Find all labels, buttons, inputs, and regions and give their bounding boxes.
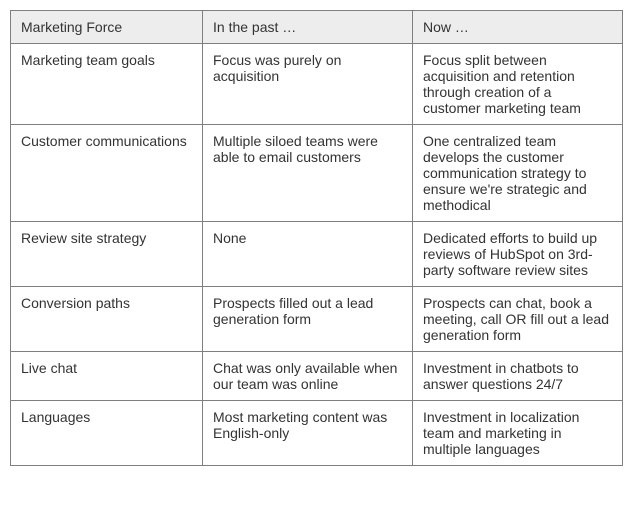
cell-now: Focus split between acquisition and rete… — [413, 44, 623, 125]
cell-force: Live chat — [11, 352, 203, 401]
table-header-row: Marketing Force In the past … Now … — [11, 11, 623, 44]
table-row: Review site strategy None Dedicated effo… — [11, 222, 623, 287]
marketing-force-table: Marketing Force In the past … Now … Mark… — [10, 10, 623, 466]
cell-past: Focus was purely on acquisition — [203, 44, 413, 125]
table-row: Conversion paths Prospects filled out a … — [11, 287, 623, 352]
cell-force: Review site strategy — [11, 222, 203, 287]
cell-past: Most marketing content was English-only — [203, 401, 413, 466]
cell-now: Investment in chatbots to answer questio… — [413, 352, 623, 401]
cell-force: Languages — [11, 401, 203, 466]
table-row: Marketing team goals Focus was purely on… — [11, 44, 623, 125]
table-row: Customer communications Multiple siloed … — [11, 125, 623, 222]
cell-force: Conversion paths — [11, 287, 203, 352]
cell-force: Customer communications — [11, 125, 203, 222]
cell-now: Investment in localization team and mark… — [413, 401, 623, 466]
cell-force: Marketing team goals — [11, 44, 203, 125]
cell-past: Prospects filled out a lead generation f… — [203, 287, 413, 352]
cell-past: Multiple siloed teams were able to email… — [203, 125, 413, 222]
cell-past: Chat was only available when our team wa… — [203, 352, 413, 401]
table-row: Languages Most marketing content was Eng… — [11, 401, 623, 466]
table-row: Live chat Chat was only available when o… — [11, 352, 623, 401]
col-header-marketing-force: Marketing Force — [11, 11, 203, 44]
col-header-past: In the past … — [203, 11, 413, 44]
cell-now: Prospects can chat, book a meeting, call… — [413, 287, 623, 352]
cell-past: None — [203, 222, 413, 287]
col-header-now: Now … — [413, 11, 623, 44]
cell-now: One centralized team develops the custom… — [413, 125, 623, 222]
cell-now: Dedicated efforts to build up reviews of… — [413, 222, 623, 287]
